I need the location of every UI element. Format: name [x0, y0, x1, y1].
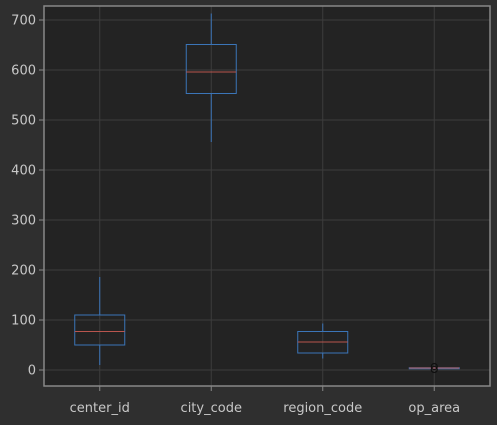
box-region_code	[297, 323, 349, 359]
y-tick-label: 300	[11, 214, 36, 229]
box-center_id	[74, 277, 126, 365]
y-tick-label: 0	[28, 364, 36, 379]
x-tick-label: center_id	[70, 401, 130, 416]
y-tick-label: 600	[11, 64, 36, 79]
x-tick-label: city_code	[181, 401, 242, 416]
y-tick-label: 100	[11, 314, 36, 329]
plot-area	[44, 6, 490, 386]
x-tick-label: region_code	[283, 401, 362, 416]
x-tick-label: op_area	[408, 401, 460, 416]
outlier-point	[430, 365, 438, 374]
iqr-box	[74, 314, 126, 346]
outlier-point	[430, 362, 438, 371]
grid-lines	[44, 6, 490, 386]
y-tick-label: 200	[11, 264, 36, 279]
x-axis: center_id city_code region_code op_area	[70, 386, 460, 416]
y-axis: 0 100 200 300 400 500 600 700	[11, 14, 44, 379]
y-tick-label: 500	[11, 114, 36, 129]
y-tick-label: 400	[11, 164, 36, 179]
iqr-box	[185, 44, 237, 94]
box-series	[74, 13, 460, 374]
box-op_area	[408, 362, 460, 374]
box-city_code	[185, 13, 237, 142]
plot-frame	[43, 5, 491, 387]
y-tick-label: 700	[11, 14, 36, 29]
